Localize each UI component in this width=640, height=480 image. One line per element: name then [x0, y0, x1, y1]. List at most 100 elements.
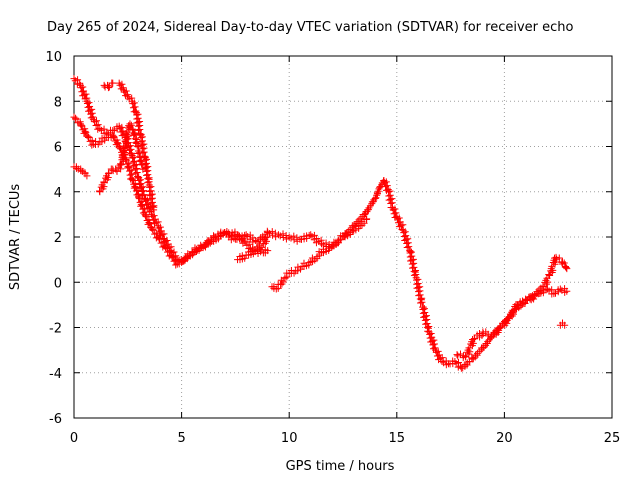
- data-point-track-2: [81, 127, 89, 135]
- data-point-track-4: [134, 149, 142, 157]
- data-point-track-1: [85, 99, 93, 107]
- data-point-track-9: [509, 306, 517, 314]
- data-point-track-2: [124, 162, 132, 170]
- data-point-track-2: [134, 186, 142, 194]
- data-point-track-7: [334, 239, 342, 247]
- data-point-track-2: [264, 247, 272, 255]
- data-point-track-8: [264, 233, 272, 241]
- data-point-track-1: [88, 109, 96, 117]
- data-point-track-3: [83, 172, 91, 180]
- data-point-track-7: [279, 278, 287, 286]
- y-tick-label: -6: [49, 412, 62, 427]
- x-tick-label: 15: [389, 431, 406, 446]
- y-tick-label: 10: [45, 50, 62, 65]
- data-point-track-4: [136, 157, 144, 165]
- data-point-track-2: [168, 253, 176, 261]
- data-point-track-4: [127, 121, 135, 129]
- data-point-track-1: [118, 123, 126, 131]
- data-point-track-9: [521, 300, 529, 308]
- data-point-track-2: [131, 182, 139, 190]
- data-point-track-1: [463, 361, 471, 369]
- data-point-track-1: [430, 336, 438, 344]
- data-point-track-7: [356, 222, 364, 230]
- data-point-track-9: [555, 254, 563, 262]
- data-point-track-1: [251, 237, 259, 245]
- data-point-track-6: [131, 103, 139, 111]
- data-point-track-2: [235, 232, 243, 240]
- y-tick-label: -2: [49, 322, 62, 337]
- data-point-track-2: [162, 243, 170, 251]
- data-point-track-2: [135, 194, 143, 202]
- data-point-track-7: [327, 243, 335, 251]
- data-point-track-9: [562, 264, 570, 272]
- data-point-track-6: [118, 80, 126, 88]
- data-point-track-1: [392, 209, 400, 217]
- data-point-track-9: [453, 351, 461, 359]
- data-point-track-8: [241, 254, 249, 262]
- data-point-track-1: [317, 240, 325, 248]
- data-point-track-2: [206, 239, 214, 247]
- y-tick-label: 6: [54, 141, 62, 156]
- data-point-track-1: [391, 205, 399, 213]
- data-point-track-6: [150, 206, 158, 214]
- data-point-track-1: [383, 182, 391, 190]
- data-point-track-1: [163, 236, 171, 244]
- data-point-track-9: [539, 282, 547, 290]
- data-point-track-4: [116, 161, 124, 169]
- data-point-track-9: [510, 310, 518, 318]
- y-tick-label: 0: [54, 276, 62, 291]
- data-point-track-1: [274, 231, 282, 239]
- data-point-track-7: [360, 219, 368, 227]
- data-point-track-4: [128, 125, 136, 133]
- data-point-track-1: [430, 340, 438, 348]
- data-point-track-1: [364, 206, 372, 214]
- data-point-track-1: [126, 142, 134, 150]
- data-point-track-2: [109, 132, 117, 140]
- data-point-track-1: [397, 222, 405, 230]
- data-point-track-7: [349, 227, 357, 235]
- y-tick-label: 2: [54, 231, 62, 246]
- data-point-track-7: [313, 255, 321, 263]
- data-point-track-2: [128, 176, 136, 184]
- data-point-track-1: [371, 195, 379, 203]
- data-point-track-9: [530, 295, 538, 303]
- data-point-track-2: [149, 225, 157, 233]
- data-point-track-1: [127, 145, 135, 153]
- data-point-track-2: [88, 141, 96, 149]
- data-point-track-1: [483, 339, 491, 347]
- data-point-track-4: [113, 167, 121, 175]
- data-point-track-10: [561, 321, 569, 329]
- data-point-track-1: [473, 351, 481, 359]
- data-point-track-9: [563, 265, 571, 273]
- data-point-track-2: [72, 114, 80, 122]
- data-point-track-1: [418, 298, 426, 306]
- data-point-track-4: [124, 132, 132, 140]
- data-point-track-4: [132, 139, 140, 147]
- data-point-track-2: [193, 246, 201, 254]
- data-point-track-5: [105, 83, 113, 91]
- data-point-track-5: [104, 84, 112, 92]
- y-tick-label: -4: [49, 367, 62, 382]
- data-point-track-6: [134, 126, 142, 134]
- data-point-track-2: [180, 257, 188, 265]
- data-point-track-1: [156, 223, 164, 231]
- data-point-track-4: [130, 131, 138, 139]
- data-point-track-2: [241, 237, 249, 245]
- data-point-track-1: [373, 189, 381, 197]
- data-point-track-1: [285, 233, 293, 241]
- data-point-track-1: [405, 243, 413, 251]
- data-point-track-2: [145, 219, 153, 227]
- data-point-track-6: [149, 203, 157, 211]
- data-point-track-2: [219, 230, 227, 238]
- data-point-track-1: [434, 347, 442, 355]
- data-point-track-9: [456, 350, 464, 358]
- data-point-track-6: [139, 149, 147, 157]
- data-point-track-1: [82, 90, 90, 98]
- data-point-track-8: [258, 243, 266, 251]
- data-point-track-4: [105, 169, 113, 177]
- data-point-track-1: [417, 299, 425, 307]
- data-point-track-2: [155, 234, 163, 242]
- data-point-track-9: [560, 259, 568, 267]
- y-tick-label: 8: [54, 95, 62, 110]
